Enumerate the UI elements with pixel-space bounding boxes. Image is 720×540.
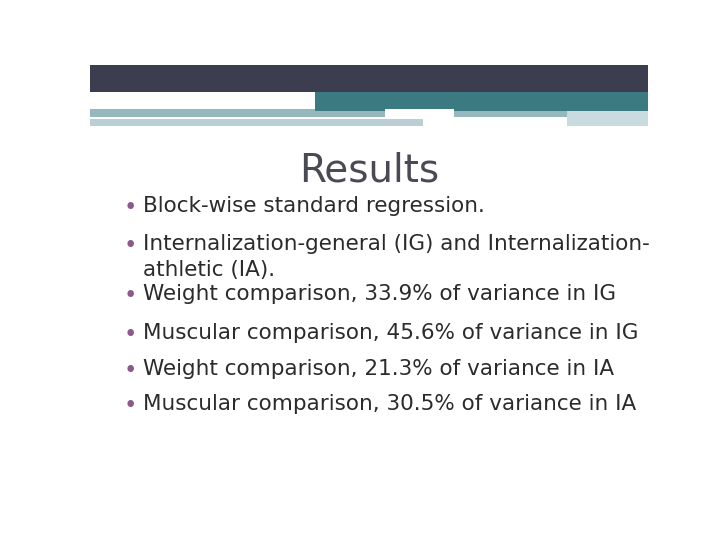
Text: •: • [124,394,137,417]
Text: Results: Results [299,151,439,189]
FancyBboxPatch shape [384,110,454,117]
Text: •: • [124,195,137,219]
FancyBboxPatch shape [90,65,648,92]
Text: Muscular comparison, 30.5% of variance in IA: Muscular comparison, 30.5% of variance i… [143,394,636,414]
Text: •: • [124,234,137,257]
FancyBboxPatch shape [90,110,446,117]
FancyBboxPatch shape [90,119,423,126]
Text: Weight comparison, 21.3% of variance in IA: Weight comparison, 21.3% of variance in … [143,359,614,379]
Text: •: • [124,323,137,346]
Text: Internalization-general (IG) and Internalization-
athletic (IA).: Internalization-general (IG) and Interna… [143,234,649,280]
Text: Block-wise standard regression.: Block-wise standard regression. [143,195,485,215]
Text: •: • [124,359,137,382]
Text: Weight comparison, 33.9% of variance in IG: Weight comparison, 33.9% of variance in … [143,284,616,304]
FancyBboxPatch shape [315,92,648,111]
Text: Muscular comparison, 45.6% of variance in IG: Muscular comparison, 45.6% of variance i… [143,323,638,343]
Text: •: • [124,284,137,307]
FancyBboxPatch shape [567,110,648,126]
FancyBboxPatch shape [446,110,567,117]
